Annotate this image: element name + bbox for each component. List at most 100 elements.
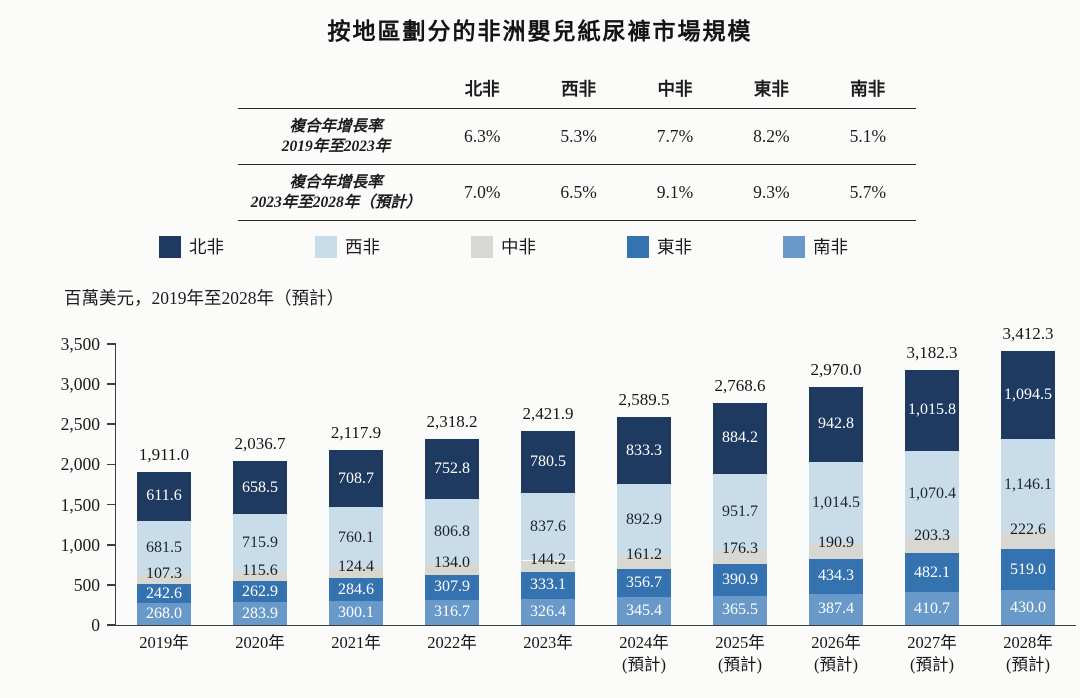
x-axis-label: 2024年 (預計) [596,632,692,676]
x-axis-label-year: 2019年 [139,633,189,652]
y-tick-label: 2,500 [60,414,100,435]
table-row-cagr-2023-2028: 複合年增長率 2023年至2028年（預計） 7.0% 6.5% 9.1% 9.… [238,165,916,221]
x-axis-label: 2027年 (預計) [884,632,980,676]
segment-value-label: 833.3 [626,441,662,459]
bar-segment-central-africa: 134.0 [425,554,479,575]
bar-segment-north-africa: 1,094.5 [1001,351,1055,439]
bar-segment-central-africa: 161.2 [617,546,671,569]
segment-value-label: 1,070.4 [908,485,956,503]
row-label-line2: 2019年至2023年 [281,137,391,155]
bar-total-label: 2,421.9 [522,403,574,423]
legend-item-north-africa: 北非 [159,234,224,259]
bar-segment-west-africa: 837.6 [521,493,575,561]
row-label-line1: 複合年增長率 [289,117,383,135]
segment-value-label: 482.1 [914,563,950,581]
y-tick-mark [107,584,116,586]
bar-segment-east-africa: 333.1 [521,572,575,599]
y-tick-label: 3,500 [60,334,100,354]
segment-value-label: 190.9 [818,533,854,551]
y-tick-label: 1,500 [60,494,100,515]
cagr-table: 北非 西非 中非 東非 南非 複合年增長率 2019年至2023年 6.3% 5… [238,68,916,221]
bar-segment-central-africa: 222.6 [1001,521,1055,549]
bar-segment-south-africa: 316.7 [425,599,479,625]
x-axis-label: 2019年 [116,632,212,654]
bar-segment-west-africa: 760.1 [329,507,383,569]
y-tick-mark [107,383,116,385]
x-axis-label-year: 2023年 [523,633,573,652]
x-axis-label: 2023年 [500,632,596,654]
bar-segment-west-africa: 1,014.5 [809,462,863,544]
bar-segment-north-africa: 833.3 [617,417,671,485]
bar-segment-west-africa: 951.7 [713,473,767,551]
legend-item-south-africa: 南非 [783,234,848,259]
row-label-line2: 2023年至2028年（預計） [250,193,422,211]
table-row-cagr-2019-2023: 複合年增長率 2019年至2023年 6.3% 5.3% 7.7% 8.2% 5… [238,109,916,165]
bar-segment-south-africa: 410.7 [905,592,959,625]
table-col-header-west-africa: 西非 [561,79,597,99]
bar-total-label: 2,117.9 [330,423,382,443]
segment-value-label: 365.5 [722,601,758,619]
bar-segment-central-africa: 124.4 [329,558,383,579]
bar-segment-west-africa: 806.8 [425,499,479,565]
y-tick-mark [107,423,116,426]
x-axis-label-forecast: (預計) [1006,655,1050,674]
segment-value-label: 390.9 [722,570,758,588]
segment-value-label: 951.7 [722,502,758,520]
x-axis-label-forecast: (預計) [910,655,954,674]
x-axis-label: 2021年 [308,632,404,654]
segment-value-label: 345.4 [626,602,662,620]
x-axis-label-year: 2025年 [715,633,765,652]
x-axis-label-year: 2026年 [811,633,861,652]
y-tick-label: 0 [91,615,100,635]
segment-value-label: 611.6 [146,487,182,505]
bar-segment-north-africa: 942.8 [809,386,863,463]
segment-value-label: 434.3 [818,567,854,585]
bar-total-label: 2,589.5 [618,390,670,410]
figure-title: 按地區劃分的非洲嬰兒紙尿褲市場規模 [327,18,753,44]
bar-segment-north-africa: 658.5 [233,461,287,515]
row-label-cagr-2019-2023: 複合年增長率 2019年至2023年 [238,109,434,164]
y-tick-mark [107,343,116,345]
segment-value-label: 222.6 [1010,521,1046,539]
legend-label-west-africa: 西非 [345,237,380,257]
segment-value-label: 806.8 [434,522,470,540]
bar-segment-east-africa: 242.6 [137,584,191,604]
x-axis-label-year: 2022年 [427,633,477,652]
segment-value-label: 681.5 [146,539,182,557]
segment-value-label: 356.7 [626,573,662,591]
bar-total-label: 1,911.0 [138,444,190,464]
cagr-value: 6.5% [560,182,597,202]
bar-segment-north-africa: 884.2 [713,402,767,474]
y-tick-mark [107,463,116,466]
y-tick-label: 500 [73,574,100,595]
segment-value-label: 283.9 [242,604,278,622]
segment-value-label: 1,014.5 [812,493,860,511]
bar-segment-central-africa: 144.2 [521,551,575,573]
segment-value-label: 268.0 [146,605,182,623]
segment-value-label: 760.1 [338,528,374,546]
bar-segment-west-africa: 715.9 [233,514,287,572]
bar-segment-east-africa: 434.3 [809,559,863,594]
bar-total-label: 3,182.3 [906,342,958,362]
legend-item-central-africa: 中非 [471,234,536,259]
bar-segment-central-africa: 107.3 [137,566,191,585]
bar-segment-south-africa: 365.5 [713,595,767,625]
bar-segment-east-africa: 519.0 [1001,548,1055,591]
legend-label-central-africa: 中非 [501,237,536,257]
bar-segment-south-africa: 326.4 [521,598,575,625]
segment-value-label: 124.4 [338,558,374,576]
east-africa-swatch-icon [627,235,649,258]
segment-value-label: 752.8 [434,460,470,478]
legend-label-north-africa: 北非 [189,237,224,257]
segment-value-label: 203.3 [914,527,950,545]
y-tick-label: 1,000 [60,534,100,555]
segment-value-label: 942.8 [818,415,854,433]
segment-value-label: 161.2 [626,545,662,563]
segment-value-label: 242.6 [146,584,182,602]
segment-value-label: 892.9 [626,510,662,528]
segment-value-label: 387.4 [818,600,854,618]
segment-value-label: 176.3 [722,540,758,558]
bar-total-label: 2,036.7 [234,434,286,454]
bar-segment-east-africa: 390.9 [713,564,767,596]
